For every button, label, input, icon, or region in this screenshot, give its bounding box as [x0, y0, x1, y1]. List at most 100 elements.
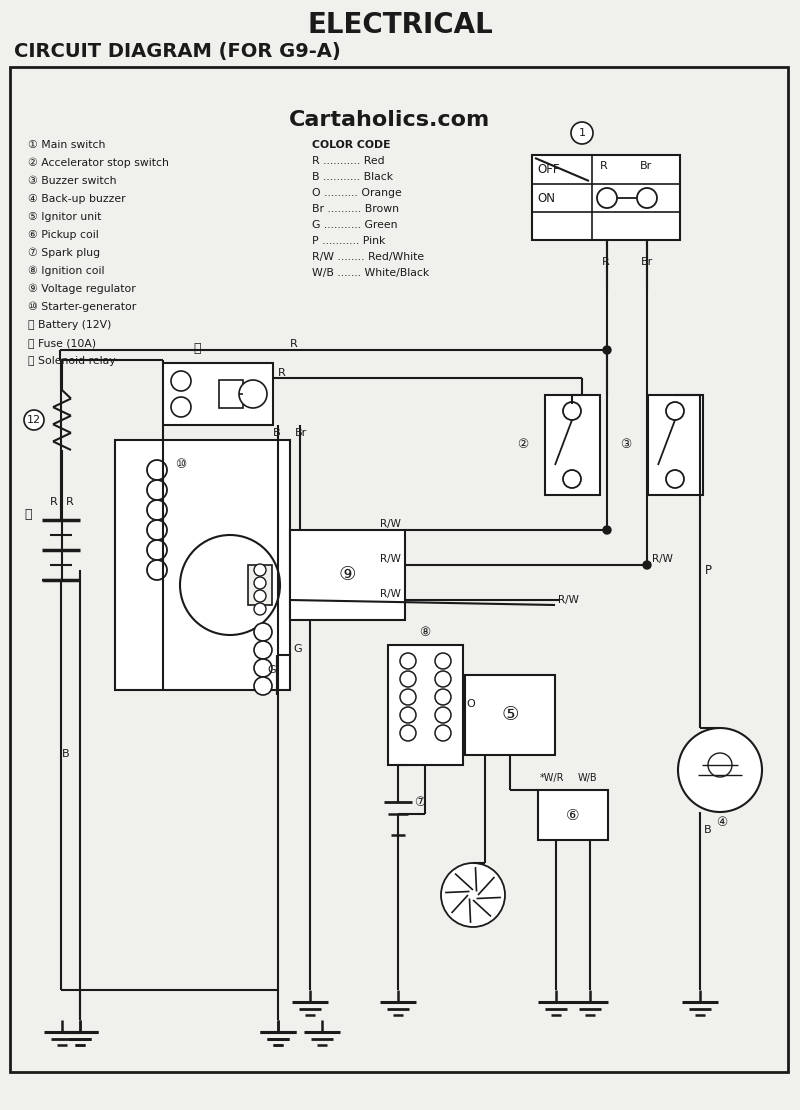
- Text: 12: 12: [27, 415, 41, 425]
- Circle shape: [24, 410, 44, 430]
- Text: R ........... Red: R ........... Red: [312, 157, 385, 166]
- Bar: [545, 395, 600, 495]
- Text: R: R: [278, 369, 286, 379]
- Circle shape: [435, 653, 451, 669]
- Text: B: B: [273, 428, 281, 438]
- Text: R/W: R/W: [380, 554, 401, 564]
- Text: ⑤ Ignitor unit: ⑤ Ignitor unit: [28, 212, 102, 222]
- Text: ⑩ Starter-generator: ⑩ Starter-generator: [28, 302, 136, 312]
- Circle shape: [603, 526, 611, 534]
- Circle shape: [708, 753, 732, 777]
- Text: ⑩: ⑩: [175, 458, 186, 472]
- Bar: [532, 155, 680, 240]
- Text: G: G: [267, 665, 276, 675]
- Text: P: P: [705, 564, 712, 576]
- Text: B: B: [62, 749, 70, 759]
- Text: ⑧ Ignition coil: ⑧ Ignition coil: [28, 265, 105, 276]
- Text: R: R: [602, 258, 610, 268]
- Text: ③: ③: [620, 438, 632, 452]
- Circle shape: [147, 539, 167, 561]
- Text: ⑪ Battery (12V): ⑪ Battery (12V): [28, 320, 111, 330]
- Text: B: B: [704, 825, 712, 835]
- Text: R/W: R/W: [558, 595, 579, 605]
- Text: ⑧: ⑧: [419, 626, 430, 639]
- Circle shape: [147, 519, 167, 539]
- Text: W/B ....... White/Black: W/B ....... White/Black: [312, 268, 430, 278]
- Text: B ........... Black: B ........... Black: [312, 172, 393, 182]
- Text: ON: ON: [537, 192, 555, 204]
- Circle shape: [254, 564, 266, 576]
- Text: ④: ④: [716, 816, 728, 828]
- Text: Br: Br: [641, 258, 654, 268]
- Text: ⑨: ⑨: [338, 565, 356, 585]
- Text: Br: Br: [295, 428, 307, 438]
- Circle shape: [400, 707, 416, 723]
- Text: Br .......... Brown: Br .......... Brown: [312, 204, 399, 214]
- Text: ②: ②: [518, 438, 529, 452]
- Bar: [219, 380, 243, 408]
- Text: R: R: [50, 497, 58, 507]
- Text: ⑬: ⑬: [193, 343, 201, 355]
- Text: G: G: [293, 644, 302, 654]
- Bar: [465, 675, 555, 755]
- Text: ⑪: ⑪: [24, 508, 31, 522]
- Circle shape: [678, 728, 762, 813]
- Bar: [538, 790, 608, 840]
- Circle shape: [666, 402, 684, 420]
- Circle shape: [171, 371, 191, 391]
- Text: Br: Br: [640, 161, 652, 171]
- Circle shape: [441, 862, 505, 927]
- Text: ELECTRICAL: ELECTRICAL: [307, 11, 493, 39]
- Text: P ........... Pink: P ........... Pink: [312, 236, 386, 246]
- Text: R: R: [600, 161, 608, 171]
- Circle shape: [147, 480, 167, 500]
- Text: W/B: W/B: [578, 773, 598, 783]
- Text: COLOR CODE: COLOR CODE: [312, 140, 390, 150]
- Bar: [648, 395, 703, 495]
- Text: ⑨ Voltage regulator: ⑨ Voltage regulator: [28, 284, 136, 294]
- Circle shape: [147, 460, 167, 480]
- Circle shape: [147, 561, 167, 581]
- Circle shape: [171, 397, 191, 417]
- Text: R/W ........ Red/White: R/W ........ Red/White: [312, 252, 424, 262]
- Circle shape: [254, 591, 266, 602]
- Text: CIRCUIT DIAGRAM (FOR G9-A): CIRCUIT DIAGRAM (FOR G9-A): [14, 42, 341, 61]
- Text: O .......... Orange: O .......... Orange: [312, 188, 402, 198]
- Text: ⑥ Pickup coil: ⑥ Pickup coil: [28, 230, 98, 240]
- Text: ④ Back-up buzzer: ④ Back-up buzzer: [28, 194, 126, 204]
- Text: OFF: OFF: [537, 163, 559, 176]
- Circle shape: [563, 470, 581, 488]
- Text: R: R: [290, 339, 298, 349]
- Text: R/W: R/W: [380, 519, 401, 529]
- Circle shape: [400, 672, 416, 687]
- Circle shape: [239, 380, 267, 408]
- Circle shape: [147, 500, 167, 519]
- Text: G ........... Green: G ........... Green: [312, 220, 398, 230]
- Text: ⑦: ⑦: [414, 796, 426, 808]
- Circle shape: [400, 725, 416, 741]
- Circle shape: [254, 640, 272, 659]
- Circle shape: [400, 653, 416, 669]
- Circle shape: [254, 623, 272, 640]
- Text: 1: 1: [578, 128, 586, 138]
- Circle shape: [637, 188, 657, 208]
- Circle shape: [254, 659, 272, 677]
- Circle shape: [563, 402, 581, 420]
- Text: ⑥: ⑥: [566, 807, 580, 823]
- Text: ⑫ Fuse (10A): ⑫ Fuse (10A): [28, 339, 96, 349]
- Text: R/W: R/W: [380, 589, 401, 599]
- Text: ③ Buzzer switch: ③ Buzzer switch: [28, 176, 117, 186]
- Circle shape: [666, 470, 684, 488]
- Bar: [163, 363, 273, 425]
- Circle shape: [180, 535, 280, 635]
- Text: ② Accelerator stop switch: ② Accelerator stop switch: [28, 158, 169, 169]
- Text: ① Main switch: ① Main switch: [28, 140, 106, 150]
- Circle shape: [254, 677, 272, 695]
- Bar: [388, 645, 463, 765]
- Circle shape: [435, 672, 451, 687]
- Text: R: R: [66, 497, 74, 507]
- Circle shape: [643, 561, 651, 569]
- Text: Cartaholics.com: Cartaholics.com: [290, 110, 490, 130]
- Text: O: O: [466, 699, 474, 709]
- Circle shape: [435, 725, 451, 741]
